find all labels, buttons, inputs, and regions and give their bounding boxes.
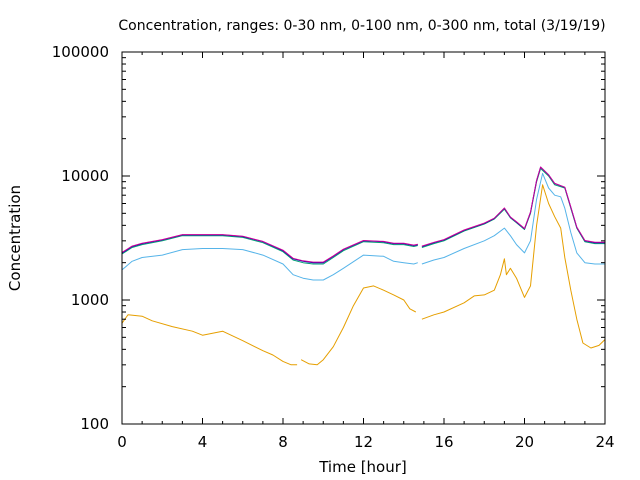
series-line-1: [421, 184, 606, 349]
x-tick-label: 24: [595, 433, 614, 451]
y-tick-label: 10000: [61, 167, 109, 185]
x-tick-label: 16: [434, 433, 453, 451]
x-tick-label: 0: [117, 433, 127, 451]
series-line-5: [121, 234, 418, 263]
tick-layer: 0 4 8 12 16 20 24 100 1000 10000 100000: [52, 43, 615, 451]
series-layer: [121, 166, 606, 366]
series-line-1: [300, 285, 417, 366]
x-tick-label: 20: [515, 433, 534, 451]
y-tick-label: 1000: [71, 291, 109, 309]
series-line-3: [121, 235, 418, 265]
series-line-2: [421, 172, 605, 265]
plot-frame: [121, 51, 606, 425]
series-line-1: [121, 314, 298, 366]
y-axis-label: Concentration: [6, 185, 24, 291]
series-line-5: [421, 166, 605, 247]
x-tick-label: 12: [354, 433, 373, 451]
y-tick-label: 100000: [52, 43, 109, 61]
x-tick-label: 4: [198, 433, 208, 451]
series-line-3: [421, 168, 605, 248]
chart-title: Concentration, ranges: 0-30 nm, 0-100 nm…: [118, 18, 605, 34]
series-line-2: [121, 248, 418, 281]
x-tick-label: 8: [278, 433, 288, 451]
y-tick-label: 100: [80, 415, 109, 433]
series-line-4: [421, 166, 605, 247]
x-axis-label: Time [hour]: [318, 458, 407, 476]
